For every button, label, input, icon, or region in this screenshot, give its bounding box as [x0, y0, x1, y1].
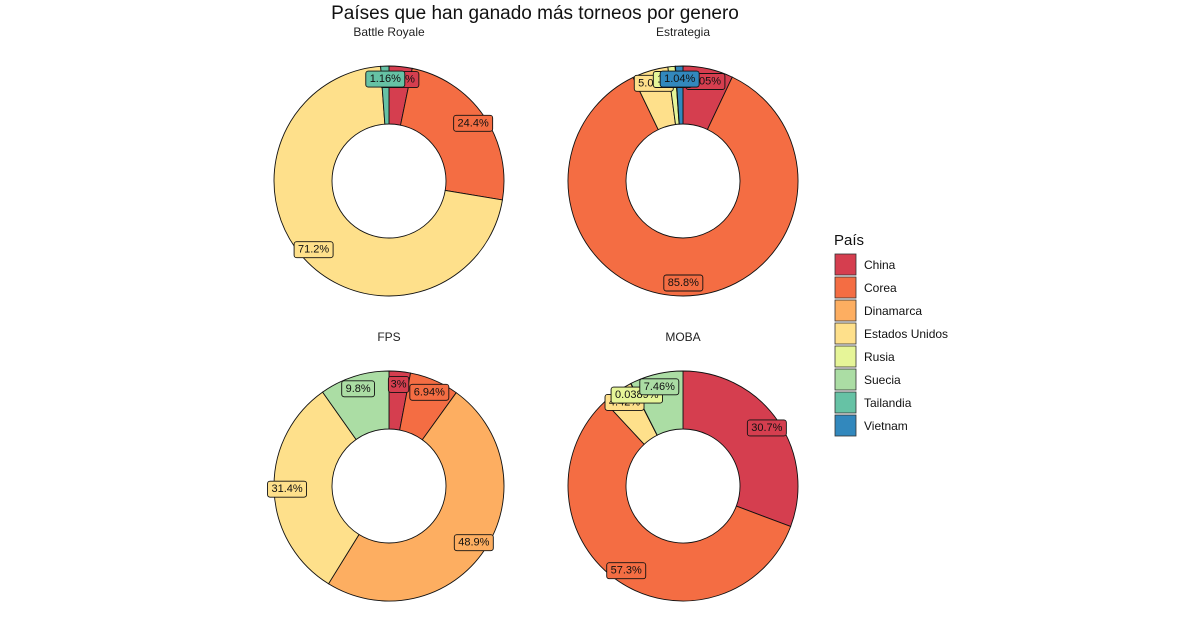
data-label-text: 48.9%: [458, 537, 489, 549]
slice-estados-unidos: [273, 65, 503, 297]
legend-item-china: China: [834, 253, 896, 276]
slice-corea: [567, 401, 792, 602]
data-label-tailandia: 1.16%: [365, 70, 406, 88]
legend-item-suecia: Suecia: [834, 368, 901, 391]
data-label-text: 57.3%: [611, 565, 642, 577]
data-label-box: [293, 241, 334, 259]
slice-corea: [399, 67, 505, 201]
data-label-corea: 85.8%: [663, 274, 704, 292]
data-label-text: 85.8%: [668, 277, 699, 289]
legend-item-estados-unidos: Estados Unidos: [834, 322, 948, 345]
panel-battle-royale: Battle Royale3.24%24.4%71.2%1.16%: [273, 25, 505, 297]
data-label-corea: 57.3%: [606, 562, 647, 580]
slice-china: [682, 370, 799, 528]
data-label-text: 31.4%: [271, 483, 302, 495]
data-label-text: 6.94%: [414, 386, 445, 398]
data-label-corea: 24.4%: [453, 114, 494, 132]
data-label-box: [606, 562, 647, 580]
panel-title: Estrategia: [656, 25, 710, 39]
facet-panels: Battle Royale3.24%24.4%71.2%1.16%Estrate…: [267, 25, 799, 602]
data-label-estados-unidos: 31.4%: [267, 480, 307, 498]
legend-label: China: [864, 258, 896, 272]
slice-estados-unidos: [273, 391, 360, 585]
data-label-china: 3%: [387, 376, 410, 393]
legend-item-tailandia: Tailandia: [834, 391, 912, 414]
legend-label: Estados Unidos: [864, 327, 948, 341]
data-label-box: [663, 274, 704, 292]
panel-title: Battle Royale: [353, 25, 425, 39]
data-label-box: [341, 380, 375, 398]
legend-key-swatch: [834, 414, 857, 437]
legend-label: Rusia: [864, 350, 895, 364]
legend-item-vietnam: Vietnam: [834, 414, 908, 437]
legend-key-swatch: [834, 368, 857, 391]
legend-label: Dinamarca: [864, 304, 922, 318]
panel-fps: FPS 3% 6.94% 48.9% 31.4% 9.8%: [267, 330, 505, 602]
legend-key-swatch: [834, 345, 857, 368]
data-label-box: [659, 70, 700, 88]
legend-key-swatch: [834, 253, 857, 276]
data-label-box: [453, 114, 494, 132]
legend-item-corea: Corea: [834, 276, 897, 299]
data-label-text: 9.8%: [346, 383, 371, 395]
legend-label: Tailandia: [864, 396, 912, 410]
legend-label: Corea: [864, 281, 897, 295]
panel-title: FPS: [377, 330, 400, 344]
legend-label: Suecia: [864, 373, 901, 387]
data-label-box: [746, 419, 787, 437]
data-label-box: [387, 376, 410, 393]
data-label-china: 30.7%: [746, 419, 787, 437]
data-label-suecia: 7.46%: [639, 378, 680, 396]
legend-key-swatch: [834, 391, 857, 414]
data-label-corea: 6.94%: [409, 383, 450, 401]
data-label-estados-unidos: 71.2%: [293, 241, 334, 259]
data-label-dinamarca: 48.9%: [453, 534, 494, 552]
data-label-text: 1.16%: [370, 73, 401, 85]
data-label-box: [267, 480, 307, 498]
legend-item-dinamarca: Dinamarca: [834, 299, 922, 322]
data-label-text: 24.4%: [458, 117, 489, 129]
chart-title: Países que han ganado más torneos por ge…: [331, 3, 739, 24]
legend-title: País: [834, 232, 864, 249]
data-label-vietnam: 1.04%: [659, 70, 700, 88]
data-label-text: 30.7%: [751, 422, 782, 434]
slice-corea: [567, 76, 799, 297]
data-label-box: [453, 534, 494, 552]
data-label-box: [639, 378, 680, 396]
data-label-box: [409, 383, 450, 401]
legend-key-swatch: [834, 276, 857, 299]
legend-item-rusia: Rusia: [834, 345, 895, 368]
data-label-text: 71.2%: [298, 244, 329, 256]
data-label-text: 3%: [391, 378, 407, 390]
legend-key-swatch: [834, 299, 857, 322]
data-label-text: 1.04%: [664, 73, 695, 85]
legend: País China Corea Dinamarca Estados Unidos Ru…: [834, 232, 948, 437]
panel-title: MOBA: [665, 330, 700, 344]
data-label-suecia: 9.8%: [341, 380, 375, 398]
legend-label: Vietnam: [864, 419, 908, 433]
legend-key-swatch: [834, 322, 857, 345]
data-label-text: 7.46%: [644, 381, 675, 393]
data-label-box: [365, 70, 406, 88]
